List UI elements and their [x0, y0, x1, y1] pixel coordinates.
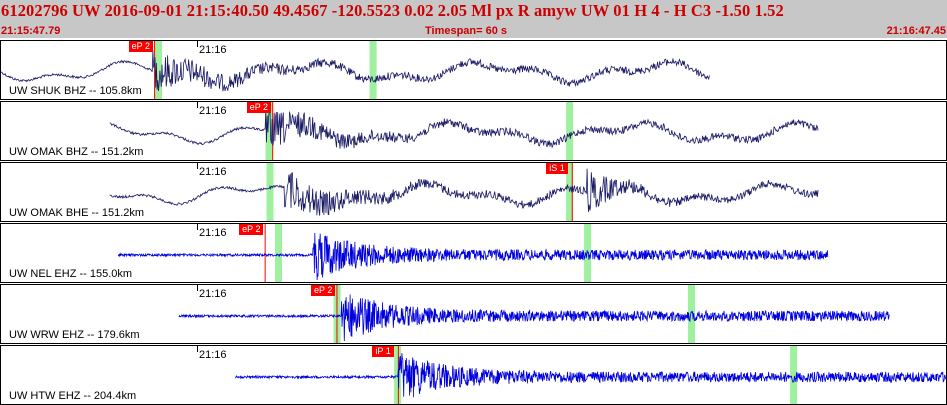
arrival-window	[266, 163, 274, 221]
minute-tick	[197, 224, 198, 230]
station-label: UW OMAK BHE -- 151.2km	[9, 207, 145, 219]
minute-tick	[197, 41, 198, 47]
station-label: UW HTW EHZ -- 204.4km	[9, 390, 137, 402]
arrival-window	[790, 346, 798, 404]
arrival-window	[275, 224, 282, 282]
station-label: UW NEL EHZ -- 155.0km	[9, 268, 133, 280]
arrival-window	[155, 41, 162, 99]
waveform-trace	[235, 353, 946, 398]
phase-pick-label[interactable]: eP 2	[311, 285, 336, 296]
header-bar: 61202796 UW 2016-09-01 21:15:40.50 49.45…	[0, 0, 947, 38]
minute-tick	[197, 285, 198, 291]
minute-label: 21:16	[199, 105, 227, 117]
seismogram-panel[interactable]: 21:16 eP 2 UW OMAK BHZ -- 151.2km	[0, 101, 947, 161]
arrival-window	[566, 163, 574, 221]
waveform-plot[interactable]	[1, 346, 946, 404]
minute-tick	[197, 346, 198, 352]
phase-pick-label[interactable]: iS 1	[546, 163, 568, 174]
phase-pick-label[interactable]: iP 1	[372, 346, 394, 357]
phase-pick-label[interactable]: eP 2	[246, 102, 272, 113]
seismogram-panel[interactable]: 21:16 eP 2 UW NEL EHZ -- 155.0km	[0, 223, 947, 283]
minute-label: 21:16	[199, 349, 227, 361]
arrival-window	[265, 102, 273, 160]
time-start-label: 21:15:47.79	[1, 25, 61, 37]
seismogram-panel[interactable]: 21:16 iS 1 UW OMAK BHE -- 151.2km	[0, 162, 947, 222]
arrival-window	[688, 285, 695, 343]
timespan-label: Timespan= 60 s	[425, 25, 508, 37]
time-end-label: 21:16:47.45	[886, 25, 946, 37]
minute-label: 21:16	[199, 227, 227, 239]
waveform-plot[interactable]	[1, 163, 946, 221]
waveform-trace	[178, 294, 890, 342]
waveform-trace	[109, 109, 819, 149]
waveform-plot[interactable]	[1, 285, 946, 343]
seismogram-panel[interactable]: 21:16 iP 1 UW HTW EHZ -- 204.4km	[0, 345, 947, 405]
station-label: UW WRW EHZ -- 179.6km	[9, 329, 140, 341]
waveform-plot[interactable]	[1, 224, 946, 282]
seismogram-panel[interactable]: 21:16 eP 2 UW WRW EHZ -- 179.6km	[0, 284, 947, 344]
arrival-window	[566, 102, 574, 160]
waveform-plot[interactable]	[1, 102, 946, 160]
minute-tick	[197, 102, 198, 108]
arrival-window	[369, 41, 377, 99]
phase-pick-label[interactable]: eP 2	[239, 224, 264, 235]
waveform-trace	[109, 168, 819, 216]
event-title: 61202796 UW 2016-09-01 21:15:40.50 49.45…	[1, 1, 784, 20]
station-label: UW OMAK BHZ -- 151.2km	[9, 146, 144, 158]
station-label: UW SHUK BHZ -- 105.8km	[9, 85, 142, 97]
seismogram-panel[interactable]: 21:16 eP 2 UW SHUK BHZ -- 105.8km	[0, 40, 947, 100]
minute-label: 21:16	[199, 166, 227, 178]
minute-tick	[197, 163, 198, 169]
minute-label: 21:16	[199, 288, 227, 300]
phase-pick-label[interactable]: eP 2	[128, 41, 153, 52]
minute-label: 21:16	[199, 44, 227, 56]
waveform-trace	[1, 50, 710, 92]
waveform-plot[interactable]	[1, 41, 946, 99]
seismogram-panels: 21:16 eP 2 UW SHUK BHZ -- 105.8km 21:16 …	[0, 38, 947, 405]
waveform-trace	[117, 232, 829, 281]
